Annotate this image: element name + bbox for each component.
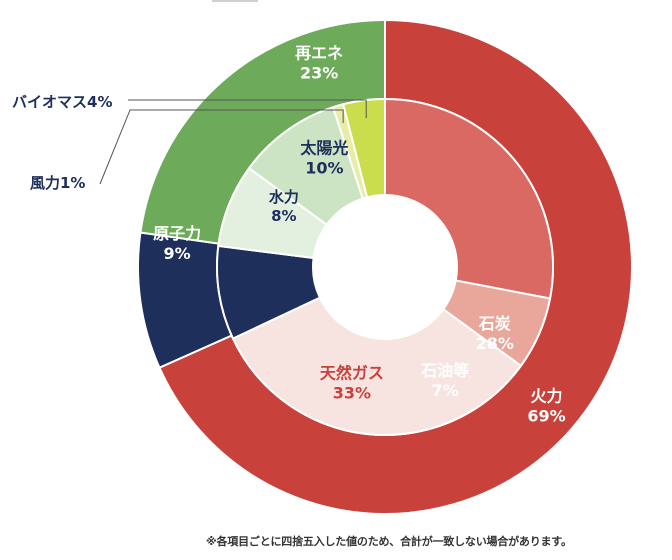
inner-label-2-name: 天然ガス — [320, 363, 384, 382]
inner-label-0-name: 石炭 — [478, 314, 511, 333]
outer-label-2-value: 23% — [300, 63, 338, 82]
inner-label-5-value: 10% — [305, 159, 343, 178]
inner-slice-2 — [231, 296, 523, 436]
callout-leaders — [99, 99, 367, 185]
inner-label-1-value: 7% — [432, 381, 459, 400]
leader-wind — [99, 109, 344, 185]
inner-label-0-value: 28% — [476, 334, 514, 353]
callout-biomass: バイオマス4% — [12, 93, 112, 111]
outer-label-0-name: 火力 — [531, 386, 563, 405]
top-divider — [212, 0, 258, 2]
inner-label-2-value: 33% — [333, 383, 371, 402]
inner-label-4-value: 8% — [271, 207, 296, 225]
inner-label-4-name: 水力 — [269, 188, 299, 206]
outer-label-1-name: 原子力 — [153, 224, 201, 243]
outer-ring — [137, 18, 633, 515]
outer-label-1-value: 9% — [164, 244, 191, 263]
inner-slice-0 — [384, 97, 554, 300]
inner-label-5-name: 太陽光 — [299, 139, 348, 158]
callout-wind: 風力1% — [30, 174, 85, 192]
outer-label-0-value: 69% — [527, 406, 565, 425]
inner-label-1-name: 石油等 — [420, 361, 469, 380]
inner-ring — [216, 97, 554, 436]
outer-label-2-name: 再エネ — [295, 43, 343, 62]
inner-slice-7 — [342, 97, 386, 199]
footnote: ※各項目ごとに四捨五入した値のため、合計が一致しない場合があります。 — [206, 535, 572, 548]
leader-biomass — [128, 99, 367, 119]
